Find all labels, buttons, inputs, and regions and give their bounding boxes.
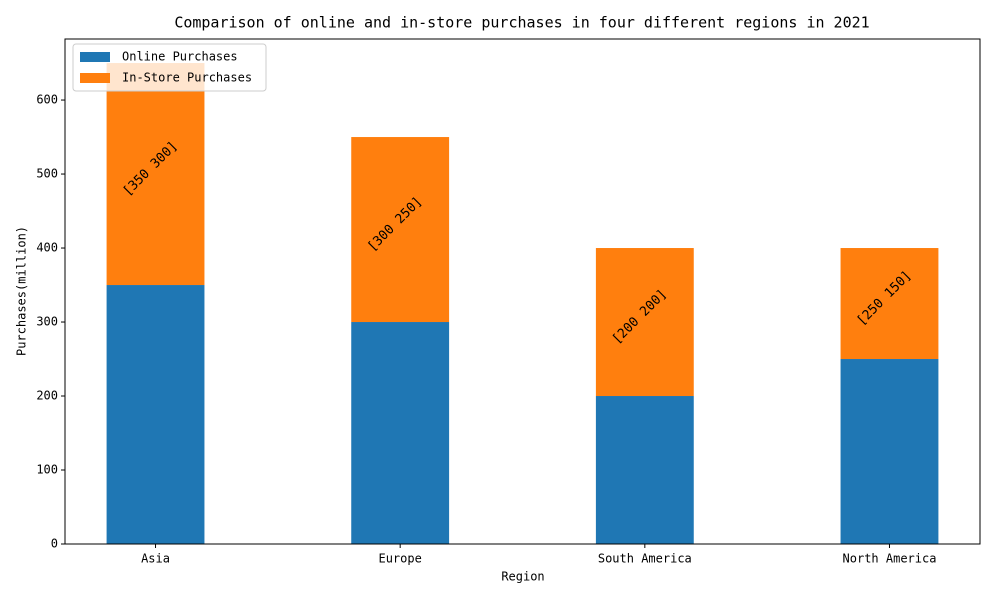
x-tick-label: North America [843, 552, 937, 566]
x-axis-label: Region [501, 570, 544, 584]
y-tick-label: 400 [36, 241, 58, 255]
y-tick-label: 600 [36, 93, 58, 107]
x-tick-label: South America [598, 552, 692, 566]
bar-segment [351, 322, 450, 544]
chart-title: Comparison of online and in-store purcha… [174, 14, 869, 32]
legend-label: Online Purchases [122, 50, 238, 64]
y-tick-label: 100 [36, 463, 58, 477]
legend-swatch [80, 73, 110, 83]
y-tick-label: 300 [36, 315, 58, 329]
legend-box [72, 43, 267, 92]
bar-segment [351, 137, 450, 323]
plot-frame [64, 38, 981, 545]
y-axis-label: Purchases(million) [15, 226, 29, 356]
bar-segment [840, 248, 939, 360]
y-tick-label: 500 [36, 167, 58, 181]
x-tick-label: Asia [141, 552, 170, 566]
bar-segment [595, 396, 694, 544]
bar-segment [106, 63, 205, 286]
y-tick-label: 0 [51, 537, 58, 551]
bar-segment [840, 359, 939, 544]
bar-segment [595, 248, 694, 397]
y-tick-label: 200 [36, 389, 58, 403]
legend-swatch [80, 52, 110, 62]
bar-segment [106, 285, 205, 544]
x-tick-label: Europe [378, 552, 421, 566]
legend-label: In-Store Purchases [122, 71, 252, 85]
